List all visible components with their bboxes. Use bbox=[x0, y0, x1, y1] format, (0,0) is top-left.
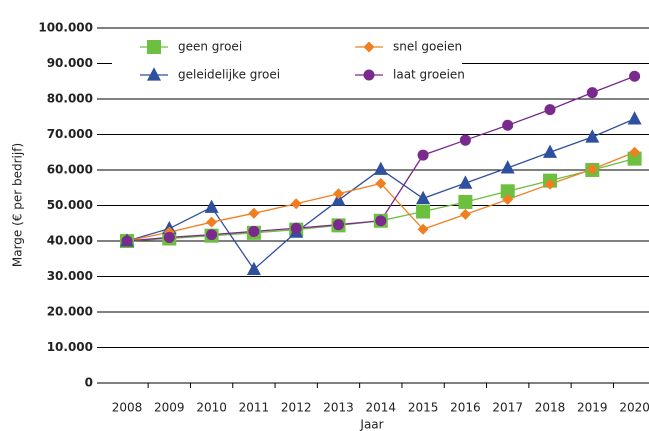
marker-circle bbox=[206, 229, 218, 241]
marker-triangle bbox=[543, 144, 557, 158]
marker-square bbox=[147, 40, 161, 54]
marker-square bbox=[416, 204, 431, 219]
marker-diamond bbox=[417, 223, 429, 235]
y-tick-label: 30.000 bbox=[47, 269, 93, 283]
legend-label: snel goeien bbox=[393, 40, 462, 54]
marker-diamond bbox=[333, 188, 344, 200]
x-tick-label: 2018 bbox=[535, 401, 566, 415]
marker-triangle bbox=[500, 160, 515, 174]
marker-circle bbox=[290, 222, 302, 234]
x-tick-label: 2017 bbox=[492, 401, 523, 415]
x-tick-label: 2016 bbox=[450, 401, 481, 415]
marker-diamond bbox=[459, 208, 471, 220]
marker-diamond bbox=[290, 198, 302, 210]
y-tick-label: 100.000 bbox=[38, 21, 93, 35]
marker-diamond bbox=[363, 41, 375, 53]
marker-triangle bbox=[416, 190, 431, 204]
y-axis-label: Marge (€ per bedrijf) bbox=[11, 143, 25, 267]
x-tick-label: 2008 bbox=[112, 401, 143, 415]
legend-box bbox=[112, 32, 462, 92]
marker-circle bbox=[248, 225, 260, 237]
marker-diamond bbox=[248, 207, 260, 219]
marker-circle bbox=[502, 119, 514, 131]
marker-triangle bbox=[373, 161, 388, 175]
x-tick-label: 2009 bbox=[154, 401, 185, 415]
marker-circle bbox=[544, 104, 556, 116]
marker-circle bbox=[332, 219, 345, 231]
y-tick-label: 90.000 bbox=[47, 56, 93, 70]
marker-triangle bbox=[204, 199, 219, 213]
x-axis-label: Jaar bbox=[359, 418, 383, 431]
legend-label: geen groei bbox=[178, 40, 242, 54]
marker-circle bbox=[375, 215, 387, 227]
x-tick-label: 2019 bbox=[577, 401, 608, 415]
marker-diamond bbox=[544, 178, 556, 190]
marker-circle bbox=[363, 69, 375, 81]
marker-triangle bbox=[627, 111, 642, 125]
marker-square bbox=[458, 194, 473, 209]
marker-triangle bbox=[585, 129, 600, 143]
y-tick-label: 70.000 bbox=[47, 127, 93, 141]
x-tick-label: 2011 bbox=[239, 401, 270, 415]
marker-triangle bbox=[458, 175, 473, 189]
legend-label: laat groeien bbox=[393, 68, 465, 82]
x-tick-label: 2013 bbox=[323, 401, 354, 415]
marker-circle bbox=[163, 231, 175, 243]
marker-triangle bbox=[147, 67, 161, 81]
x-tick-label: 2015 bbox=[408, 401, 439, 415]
series-line bbox=[126, 118, 635, 271]
marker-square bbox=[500, 184, 515, 199]
y-tick-label: 0 bbox=[85, 376, 93, 390]
marker-diamond bbox=[375, 177, 387, 189]
y-tick-label: 60.000 bbox=[47, 163, 93, 177]
legend-label: geleidelijke groei bbox=[178, 68, 280, 82]
marker-circle bbox=[459, 134, 471, 146]
y-tick-label: 20.000 bbox=[47, 305, 93, 319]
x-tick-label: 2020 bbox=[619, 401, 649, 415]
marker-diamond bbox=[629, 146, 641, 158]
marker-diamond bbox=[206, 216, 218, 228]
x-tick-label: 2010 bbox=[196, 401, 227, 415]
x-tick-label: 2014 bbox=[366, 401, 397, 415]
marker-diamond bbox=[502, 193, 514, 205]
marker-circle bbox=[417, 149, 429, 161]
y-tick-label: 40.000 bbox=[47, 234, 93, 248]
y-tick-label: 10.000 bbox=[47, 340, 93, 354]
marker-square bbox=[627, 151, 642, 166]
x-tick-label: 2012 bbox=[281, 401, 312, 415]
marker-diamond bbox=[586, 163, 598, 175]
marker-triangle bbox=[246, 261, 261, 275]
marker-circle bbox=[121, 235, 133, 247]
y-tick-label: 50.000 bbox=[47, 198, 93, 212]
marker-circle bbox=[629, 70, 641, 82]
y-tick-label: 80.000 bbox=[47, 92, 93, 106]
marker-circle bbox=[586, 87, 598, 99]
